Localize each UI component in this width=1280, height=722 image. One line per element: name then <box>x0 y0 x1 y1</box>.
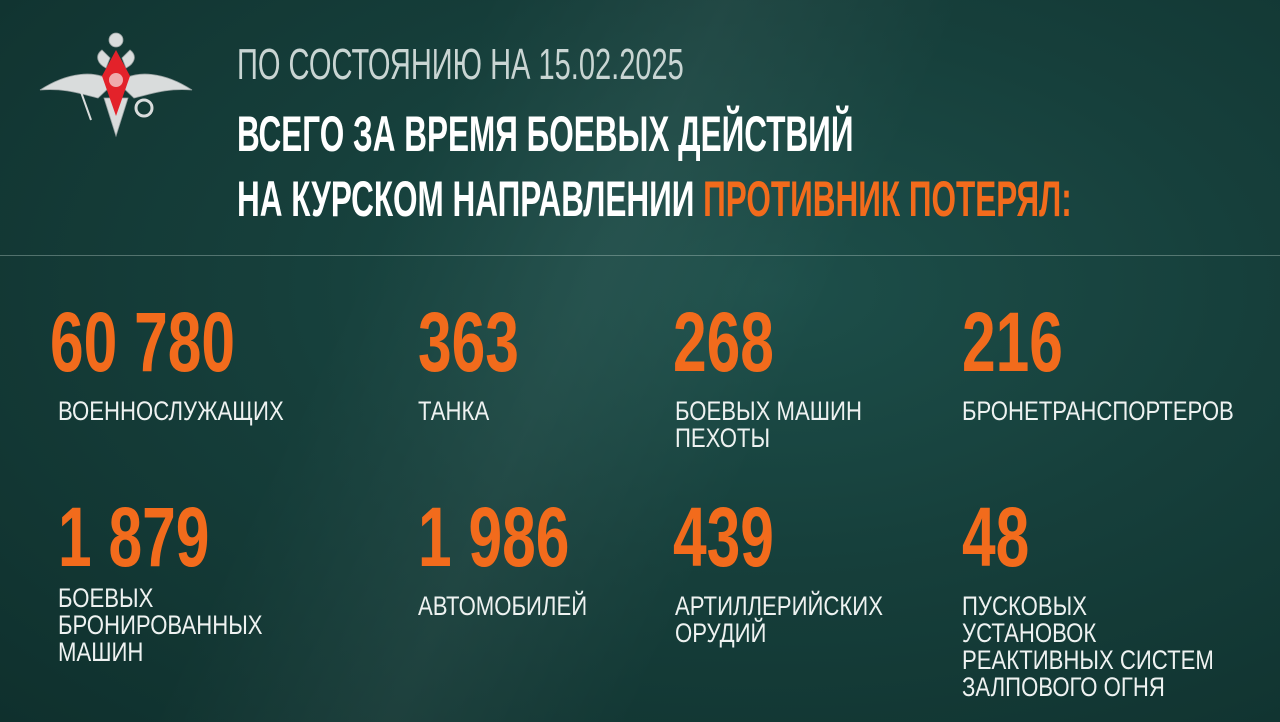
stat-label: АВТОМОБИЛЕЙ <box>418 591 588 621</box>
stat-label: ВОЕННОСЛУЖАЩИХ <box>58 396 284 426</box>
stat-value: 1 986 <box>418 490 570 584</box>
date-line: ПО СОСТОЯНИЮ НА 15.02.2025 <box>237 40 684 89</box>
stat-value: 1 879 <box>58 490 210 584</box>
divider <box>0 255 1280 256</box>
stat-label: БОЕВЫХ БРОНИРОВАННЫХ МАШИН <box>58 583 263 667</box>
stat-value: 60 780 <box>50 295 235 389</box>
stat-value: 268 <box>673 295 774 389</box>
stat-label: ТАНКА <box>418 396 490 426</box>
stat-label: БРОНЕТРАНСПОРТЕРОВ <box>962 396 1234 426</box>
title-line-1: ВСЕГО ЗА ВРЕМЯ БОЕВЫХ ДЕЙСТВИЙ <box>237 106 854 162</box>
double-headed-eagle-emblem-icon <box>39 32 193 138</box>
title-white-part: НА КУРСКОМ НАПРАВЛЕНИИ <box>237 171 695 227</box>
stat-label: ПУСКОВЫХ УСТАНОВОК РЕАКТИВНЫХ СИСТЕМ ЗАЛ… <box>962 591 1214 702</box>
stat-label: БОЕВЫХ МАШИН ПЕХОТЫ <box>675 396 862 453</box>
stat-value: 439 <box>673 490 774 584</box>
stat-value: 48 <box>962 490 1030 584</box>
stat-label: АРТИЛЛЕРИЙСКИХ ОРУДИЙ <box>675 591 883 648</box>
stat-value: 216 <box>962 295 1063 389</box>
title-line-2: НА КУРСКОМ НАПРАВЛЕНИИ ПРОТИВНИК ПОТЕРЯЛ… <box>237 170 1072 228</box>
stat-value: 363 <box>418 295 519 389</box>
title-orange-part: ПРОТИВНИК ПОТЕРЯЛ: <box>703 171 1072 227</box>
